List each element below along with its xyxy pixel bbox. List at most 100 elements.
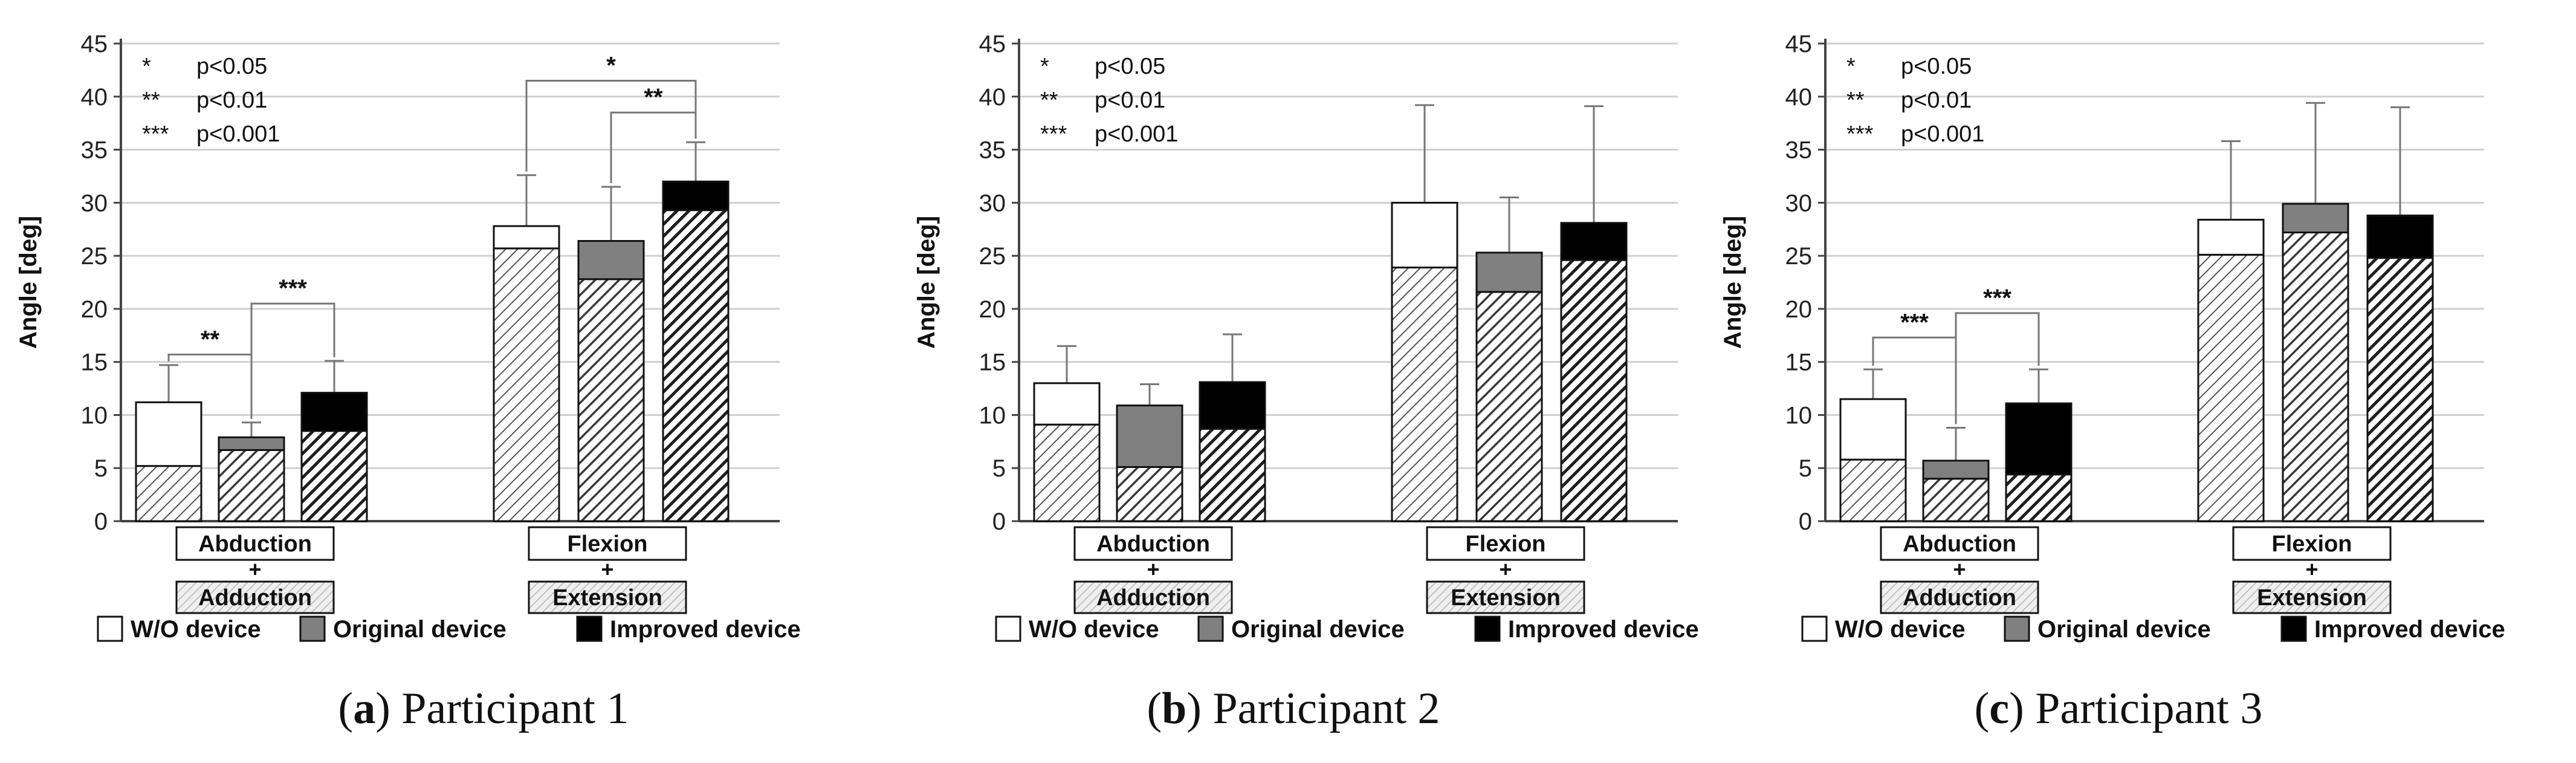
legend-label: W/O device (131, 616, 261, 643)
legend-swatch (1197, 615, 1224, 642)
sig-key-text: p<0.05 (1095, 54, 1165, 79)
chart-panel-a: 0 5 10 15 20 25 30 35 40 45 Angle [deg] * p<0.05 ** p<… (15, 31, 801, 643)
bar-upper-segment (1560, 222, 1628, 261)
sig-key-text: p<0.01 (1901, 88, 1972, 113)
sig-key-symbol: ** (1040, 88, 1058, 113)
group-label-top: Flexion (567, 531, 647, 557)
bar-upper-segment (2366, 214, 2434, 259)
bar-upper-segment (218, 436, 285, 451)
y-tick-label: 30 (979, 190, 1006, 216)
group-label-box (2232, 526, 2392, 561)
group-label-bottom: Extension (2257, 585, 2367, 611)
bar-lower-segment (2366, 257, 2434, 522)
sig-key-symbol: * (142, 54, 151, 79)
bar-lower-segment (1116, 466, 1183, 522)
bar-upper-segment (2005, 402, 2073, 476)
bar-upper-segment (1391, 201, 1458, 268)
y-tick-label: 35 (81, 137, 108, 164)
legend-label: Improved device (1508, 616, 1699, 643)
bar-upper-segment (2282, 203, 2349, 233)
legend-swatch (995, 615, 1021, 642)
y-tick-label: 5 (94, 455, 108, 482)
panel-caption-c: (c) Participant 3 (1974, 684, 2263, 733)
sig-key-text: p<0.05 (1901, 54, 1972, 79)
legend-swatch (299, 615, 326, 642)
group-label-bottom: Adduction (1903, 585, 2016, 611)
legend-swatch (2280, 615, 2307, 642)
bar-lower-segment (135, 465, 202, 522)
sig-key-symbol: ** (142, 88, 160, 113)
group-label-box (1073, 580, 1233, 614)
y-axis-label: Angle [deg] (15, 216, 42, 349)
significance-label: *** (279, 275, 307, 302)
bar-upper-segment (1475, 252, 1543, 293)
y-tick-label: 15 (1785, 349, 1813, 376)
bar-upper-segment (1199, 381, 1266, 430)
bar-lower-segment (218, 449, 285, 522)
bar-upper-segment (135, 401, 202, 467)
group-label-top: Flexion (2271, 531, 2352, 557)
y-tick-label: 10 (81, 402, 108, 429)
group-label-plus: + (1499, 557, 1512, 582)
legend-swatch (1801, 615, 1828, 642)
legend-label: Improved device (610, 616, 801, 643)
bar-upper-segment (1116, 404, 1183, 468)
group-label-plus: + (1147, 557, 1159, 582)
y-tick-label: 45 (979, 31, 1006, 57)
legend-swatch (97, 615, 123, 642)
bar-lower-segment (577, 278, 645, 522)
y-tick-label: 10 (1785, 402, 1813, 429)
bar-upper-segment (493, 225, 560, 250)
bar-lower-segment (2005, 473, 2073, 522)
group-label-box (1426, 526, 1585, 561)
y-tick-label: 35 (979, 137, 1006, 164)
bar-upper-segment (1033, 382, 1101, 426)
group-label-plus: + (1953, 557, 1966, 582)
legend-label: W/O device (1835, 616, 1966, 643)
y-tick-label: 0 (992, 508, 1006, 535)
group-label-box (2232, 580, 2392, 614)
bar-lower-segment (1199, 427, 1266, 522)
y-tick-label: 45 (81, 31, 108, 57)
significance-label: ** (201, 326, 220, 352)
group-label-bottom: Extension (552, 585, 662, 611)
y-tick-label: 15 (979, 349, 1006, 376)
chart-panel-c: 0 5 10 15 20 25 30 35 40 45 Angle [deg] * p<0.05 ** p<… (1720, 31, 2505, 643)
bar-lower-segment (1922, 478, 1990, 522)
y-tick-label: 25 (1785, 243, 1813, 270)
legend-swatch (576, 615, 603, 642)
group-label-top: Abduction (1903, 531, 2016, 557)
sig-key-symbol: *** (142, 122, 169, 147)
significance-bracket (1955, 312, 2040, 424)
chart-panel-b: 0 5 10 15 20 25 30 35 40 45 Angle [deg] * p<0.05 ** p<… (913, 31, 1699, 643)
sig-key-symbol: * (1846, 54, 1856, 79)
bar-lower-segment (1475, 291, 1543, 522)
sig-key-text: p<0.001 (196, 122, 280, 147)
sig-key-symbol: *** (1846, 122, 1874, 147)
bar-upper-segment (1839, 398, 1907, 461)
legend-label: Original device (2037, 616, 2211, 643)
group-label-bottom: Extension (1451, 585, 1561, 611)
group-label-top: Abduction (1096, 531, 1210, 557)
bar-upper-segment (2197, 218, 2265, 256)
y-tick-label: 25 (81, 243, 108, 270)
bar-lower-segment (2282, 231, 2349, 522)
y-axis-label: Angle [deg] (913, 216, 940, 349)
significance-bracket (610, 111, 697, 183)
group-label-box (1880, 580, 2039, 614)
significance-bracket (250, 302, 335, 419)
y-tick-label: 10 (979, 402, 1006, 429)
group-label-box (175, 580, 335, 614)
y-tick-label: 25 (979, 243, 1006, 270)
y-tick-label: 5 (1799, 455, 1812, 482)
legend-label: Original device (1231, 616, 1405, 643)
group-label-box (1426, 580, 1585, 614)
y-axis-label: Angle [deg] (1720, 216, 1746, 349)
sig-key-text: p<0.001 (1901, 122, 1984, 147)
sig-key-symbol: ** (1846, 88, 1865, 113)
sig-key-text: p<0.001 (1095, 122, 1178, 147)
group-label-bottom: Adduction (198, 585, 312, 611)
bar-lower-segment (1391, 266, 1458, 522)
group-label-plus: + (248, 557, 261, 582)
